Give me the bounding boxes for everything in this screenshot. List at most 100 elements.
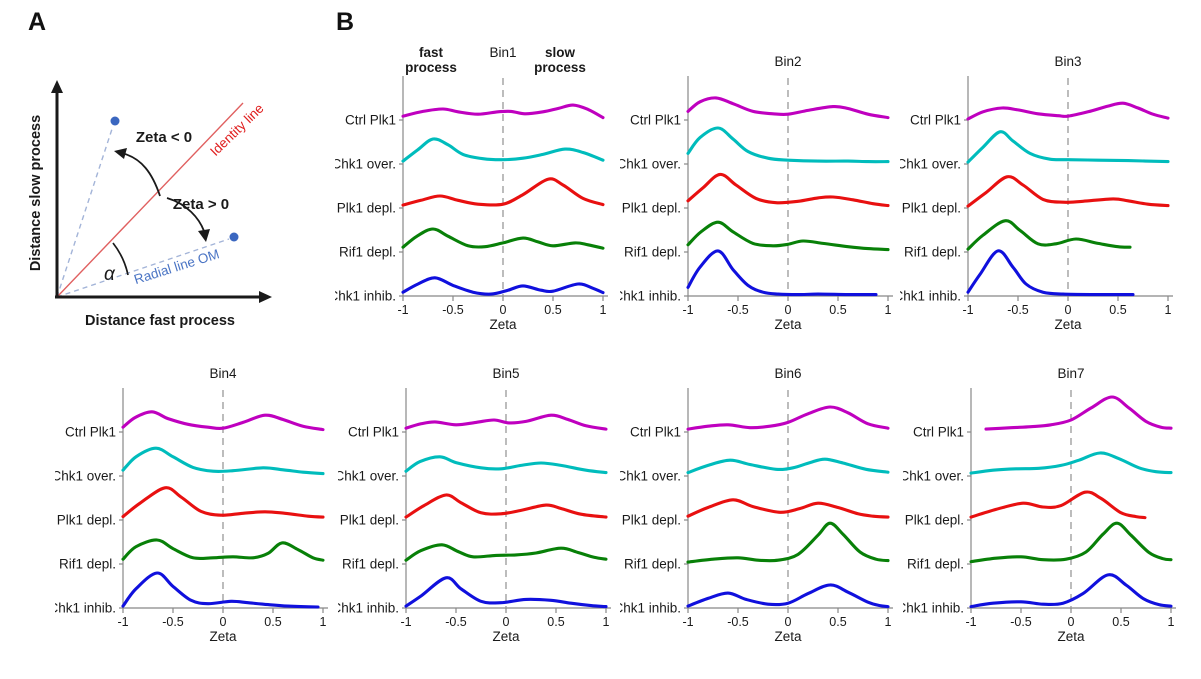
condition-label: Chk1 over. [338, 469, 399, 484]
zeta-negative-arrow [124, 153, 161, 197]
density-curve-chk1-over [404, 455, 608, 475]
zeta-positive-label: Zeta > 0 [173, 196, 229, 213]
panel-b-label: B [336, 8, 355, 36]
x-tick-label: -0.5 [442, 303, 464, 317]
bin-title: Bin5 [492, 366, 519, 381]
density-curve-chk1-inhib [969, 573, 1173, 609]
condition-label: Chk1 over. [55, 469, 116, 484]
x-tick-label: 0.5 [829, 615, 846, 629]
condition-label: Ctrl Plk1 [345, 113, 396, 128]
plot-bin2: -1 -0.5 0 0.5 1 Zeta Bin2 Ctrl Plk1 Chk1 over. Pl… [620, 54, 893, 332]
condition-label: Chk1 inhib. [900, 289, 961, 304]
x-tick-label: -0.5 [445, 615, 467, 629]
condition-label: Plk1 depl. [622, 513, 681, 528]
x-tick-label: 0.5 [547, 615, 564, 629]
condition-label: Chk1 inhib. [338, 601, 399, 616]
x-axis-title: Zeta [1054, 317, 1082, 332]
y-axis-arrowhead [51, 80, 63, 93]
x-axis-title: Zeta [774, 317, 802, 332]
x-tick-label: -1 [682, 303, 693, 317]
alpha-symbol: α [104, 264, 116, 285]
x-tick-label: -0.5 [162, 615, 184, 629]
density-curve-rif1-depl [969, 521, 1173, 564]
density-curve-plk1-depl [404, 493, 608, 519]
density-curve-chk1-inhib [686, 249, 878, 297]
x-tick-label: 0.5 [544, 303, 561, 317]
header-fast-line2: process [405, 60, 457, 75]
condition-label: Chk1 over. [620, 469, 681, 484]
condition-label: Chk1 over. [903, 469, 964, 484]
density-curve-rif1-depl [966, 219, 1132, 251]
x-tick-label: 0 [503, 615, 510, 629]
bin-title: Bin6 [774, 366, 801, 381]
density-curve-plk1-depl [686, 498, 890, 519]
x-tick-label: 0 [1068, 615, 1075, 629]
density-curve-chk1-inhib [401, 276, 605, 296]
header-slow-line1: slow [545, 45, 576, 60]
condition-label: Ctrl Plk1 [630, 113, 681, 128]
x-tick-label: 1 [1165, 303, 1172, 317]
header-slow-line2: process [534, 60, 586, 75]
x-axis-arrowhead [259, 291, 272, 303]
condition-label: Plk1 depl. [337, 201, 396, 216]
condition-label: Rif1 depl. [342, 557, 399, 572]
x-tick-label: -1 [962, 303, 973, 317]
condition-label: Rif1 depl. [624, 245, 681, 260]
condition-label: Plk1 depl. [340, 513, 399, 528]
condition-label: Plk1 depl. [905, 513, 964, 528]
condition-label: Plk1 depl. [57, 513, 116, 528]
density-curve-chk1-over [401, 137, 605, 163]
density-curve-chk1-over [686, 126, 890, 164]
x-axis-title: Zeta [1057, 629, 1085, 644]
zeta-negative-label: Zeta < 0 [136, 129, 192, 146]
condition-label: Chk1 over. [335, 157, 396, 172]
x-tick-label: 1 [1168, 615, 1175, 629]
density-curve-chk1-over [969, 451, 1173, 475]
alpha-angle-arc [112, 242, 129, 276]
density-curve-plk1-depl [121, 486, 325, 519]
x-tick-label: -0.5 [1010, 615, 1032, 629]
density-curve-rif1-depl [686, 521, 890, 564]
condition-label: Ctrl Plk1 [910, 113, 961, 128]
condition-label: Plk1 depl. [902, 201, 961, 216]
density-curve-rif1-depl [121, 538, 325, 562]
zeta-negative-arrowhead [114, 148, 127, 159]
panel-a-y-axis-label: Distance slow process [28, 115, 44, 271]
x-tick-label: 0 [220, 615, 227, 629]
x-tick-label: 1 [885, 615, 892, 629]
plot-bin5: -1 -0.5 0 0.5 1 Zeta Bin5 Ctrl Plk1 Chk1 over. Pl… [338, 366, 611, 644]
x-axis-title: Zeta [492, 629, 520, 644]
condition-label: Chk1 over. [900, 157, 961, 172]
data-point-dot-lower [229, 232, 239, 242]
density-curve-chk1-over [121, 446, 325, 476]
x-tick-label: -1 [117, 615, 128, 629]
condition-label: Chk1 inhib. [620, 289, 681, 304]
x-tick-label: -0.5 [1007, 303, 1029, 317]
radial-line-om [56, 238, 230, 298]
density-curve-chk1-over [686, 457, 890, 475]
condition-label: Chk1 over. [620, 157, 681, 172]
density-curve-ctrl-plk1 [401, 103, 605, 120]
zeta-positive-arrowhead [198, 229, 210, 242]
density-curve-plk1-depl [686, 172, 890, 208]
condition-label: Plk1 depl. [622, 201, 681, 216]
x-tick-label: 0 [1065, 303, 1072, 317]
density-curve-ctrl-plk1 [686, 96, 890, 120]
x-tick-label: 0 [500, 303, 507, 317]
condition-label: Rif1 depl. [59, 557, 116, 572]
condition-label: Chk1 inhib. [620, 601, 681, 616]
x-tick-label: 0 [785, 615, 792, 629]
density-curve-chk1-over [966, 130, 1170, 164]
x-axis-title: Zeta [489, 317, 517, 332]
density-curve-rif1-depl [404, 543, 608, 562]
density-curve-ctrl-plk1 [404, 413, 608, 431]
density-curve-plk1-depl [969, 490, 1147, 520]
condition-label: Ctrl Plk1 [630, 425, 681, 440]
x-tick-label: 1 [603, 615, 610, 629]
x-tick-label: 0.5 [1112, 615, 1129, 629]
x-axis-title: Zeta [209, 629, 237, 644]
data-point-dot-upper [110, 116, 120, 126]
condition-label: Ctrl Plk1 [65, 425, 116, 440]
condition-label: Rif1 depl. [907, 557, 964, 572]
x-tick-label: -0.5 [727, 303, 749, 317]
